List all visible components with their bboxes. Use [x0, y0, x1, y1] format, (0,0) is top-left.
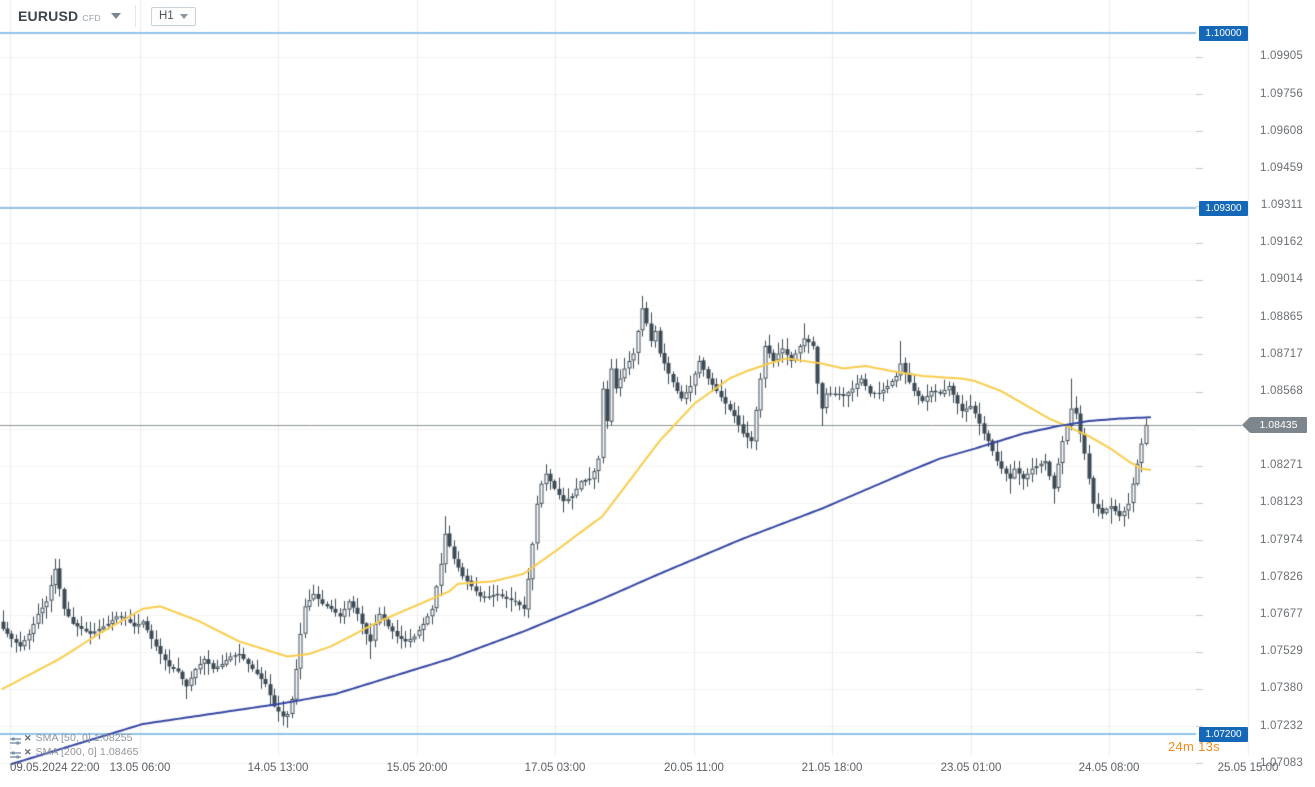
price-level-badge[interactable]: 1.10000 [1199, 25, 1248, 41]
price-axis-label: 1.07232 [1260, 719, 1303, 732]
timeframe-label: H1 [159, 10, 174, 22]
price-axis-label: 1.07826 [1260, 570, 1303, 583]
x-icon[interactable]: ✕ [24, 732, 32, 743]
time-axis-label: 23.05 01:00 [940, 762, 1002, 774]
sliders-icon[interactable] [10, 733, 21, 744]
x-icon[interactable]: ✕ [24, 746, 32, 757]
timeframe-selector[interactable]: H1 [151, 6, 196, 26]
symbol-selector[interactable]: EURUSD CFD [0, 8, 121, 24]
indicator-row: ✕ SMA [50, 0] 1.08255 [10, 731, 139, 744]
price-axis-label: 1.07677 [1260, 608, 1303, 621]
price-axis-label: 1.09756 [1260, 87, 1303, 100]
price-axis-label: 1.09311 [1260, 199, 1303, 211]
price-axis-label: 1.09014 [1260, 273, 1303, 286]
price-axis-label: 1.07083 [1260, 756, 1303, 769]
time-axis-label: 24.05 08:00 [1078, 762, 1140, 774]
price-axis-label: 1.08271 [1260, 459, 1303, 472]
symbol-name: EURUSD [18, 8, 79, 24]
price-axis-label: 1.09459 [1260, 161, 1303, 174]
indicator-label: SMA [200, 0] 1.08465 [35, 745, 139, 758]
price-axis-label: 1.09608 [1260, 124, 1303, 137]
price-axis-label: 1.09905 [1260, 50, 1303, 63]
price-axis-label: 1.07974 [1260, 533, 1303, 546]
price-axis-label: 1.08865 [1260, 310, 1303, 323]
time-axis-label: 14.05 13:00 [247, 762, 309, 774]
time-axis-label: 17.05 03:00 [524, 762, 586, 774]
price-axis-label: 1.08568 [1260, 385, 1303, 398]
time-axis-label: 21.05 18:00 [801, 762, 863, 774]
price-level-badge[interactable]: 1.09300 [1199, 200, 1248, 216]
time-axis-label: 13.05 06:00 [109, 762, 171, 774]
price-level-badge[interactable]: 1.07200 [1199, 726, 1248, 742]
chevron-down-icon [180, 13, 188, 19]
candle-countdown: 24m 13s [1168, 739, 1220, 754]
time-axis-label: 25.05 15:00 [1217, 762, 1279, 774]
price-axis-label: 1.08717 [1260, 347, 1303, 360]
time-axis-label: 20.05 11:00 [664, 762, 724, 774]
price-axis-label: 1.07529 [1260, 645, 1303, 658]
indicator-legend: ✕ SMA [50, 0] 1.08255 ✕ SMA [200, 0] 1.0846… [10, 731, 139, 759]
toolbar-divider [135, 5, 136, 27]
price-axis-label: 1.08123 [1260, 496, 1303, 509]
indicator-label: SMA [50, 0] 1.08255 [35, 731, 133, 744]
current-price-badge: 1.08435 [1242, 416, 1307, 433]
chevron-down-icon [111, 13, 121, 19]
sliders-icon[interactable] [10, 747, 21, 758]
price-axis-label: 1.09162 [1260, 236, 1303, 249]
time-axis-label: 15.05 20:00 [386, 762, 448, 774]
badge-arrow-icon [1242, 416, 1250, 433]
price-axis-label: 1.07380 [1260, 682, 1303, 695]
indicator-row: ✕ SMA [200, 0] 1.08465 [10, 745, 139, 758]
instrument-type-label: CFD [82, 13, 101, 23]
time-axis-label: 09.05.2024 22:00 [10, 762, 100, 774]
chart-toolbar: EURUSD CFD H1 [0, 0, 196, 32]
